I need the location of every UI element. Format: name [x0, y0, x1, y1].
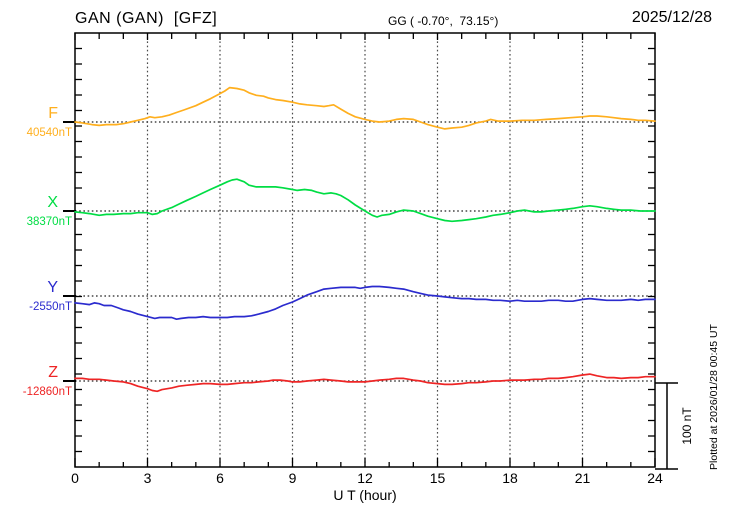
- scale-bar-label: 100 nT: [680, 407, 694, 445]
- x-tick-label-18: 18: [502, 470, 518, 486]
- x-tick-label-21: 21: [574, 470, 591, 486]
- x-tick-label-24: 24: [647, 470, 663, 486]
- x-tick-label-6: 6: [216, 470, 224, 486]
- trace-Y: [74, 285, 656, 321]
- series-letter-X: X: [47, 194, 58, 211]
- series-baseline-Y: -2550nT: [29, 301, 72, 313]
- trace-Z: [74, 373, 656, 393]
- trace-X: [74, 178, 656, 223]
- x-tick-label-3: 3: [143, 470, 152, 486]
- x-tick-label-0: 0: [71, 470, 79, 486]
- series-baseline-Z: -12860nT: [22, 386, 72, 398]
- series-baseline-F: 40540nT: [26, 127, 72, 139]
- series-letter-Z: Z: [48, 364, 58, 381]
- plot-date: 2025/12/28: [631, 9, 712, 26]
- plot-frame: [74, 32, 656, 468]
- series-baseline-X: 38370nT: [26, 216, 72, 228]
- series-letter-F: F: [48, 105, 58, 122]
- station-title: GAN (GAN) [GFZ]: [75, 10, 218, 27]
- geographic-coordinates: GG ( -0.70°, 73.15°): [388, 14, 499, 28]
- trace-F: [74, 86, 656, 130]
- x-tick-label-12: 12: [357, 470, 373, 486]
- series-letter-Y: Y: [47, 279, 58, 296]
- plotted-at-timestamp: Plotted at 2026/01/28 00:45 UT: [708, 324, 720, 470]
- x-tick-label-9: 9: [288, 470, 297, 486]
- x-axis-title: U T (hour): [333, 487, 397, 503]
- x-tick-label-15: 15: [429, 470, 446, 486]
